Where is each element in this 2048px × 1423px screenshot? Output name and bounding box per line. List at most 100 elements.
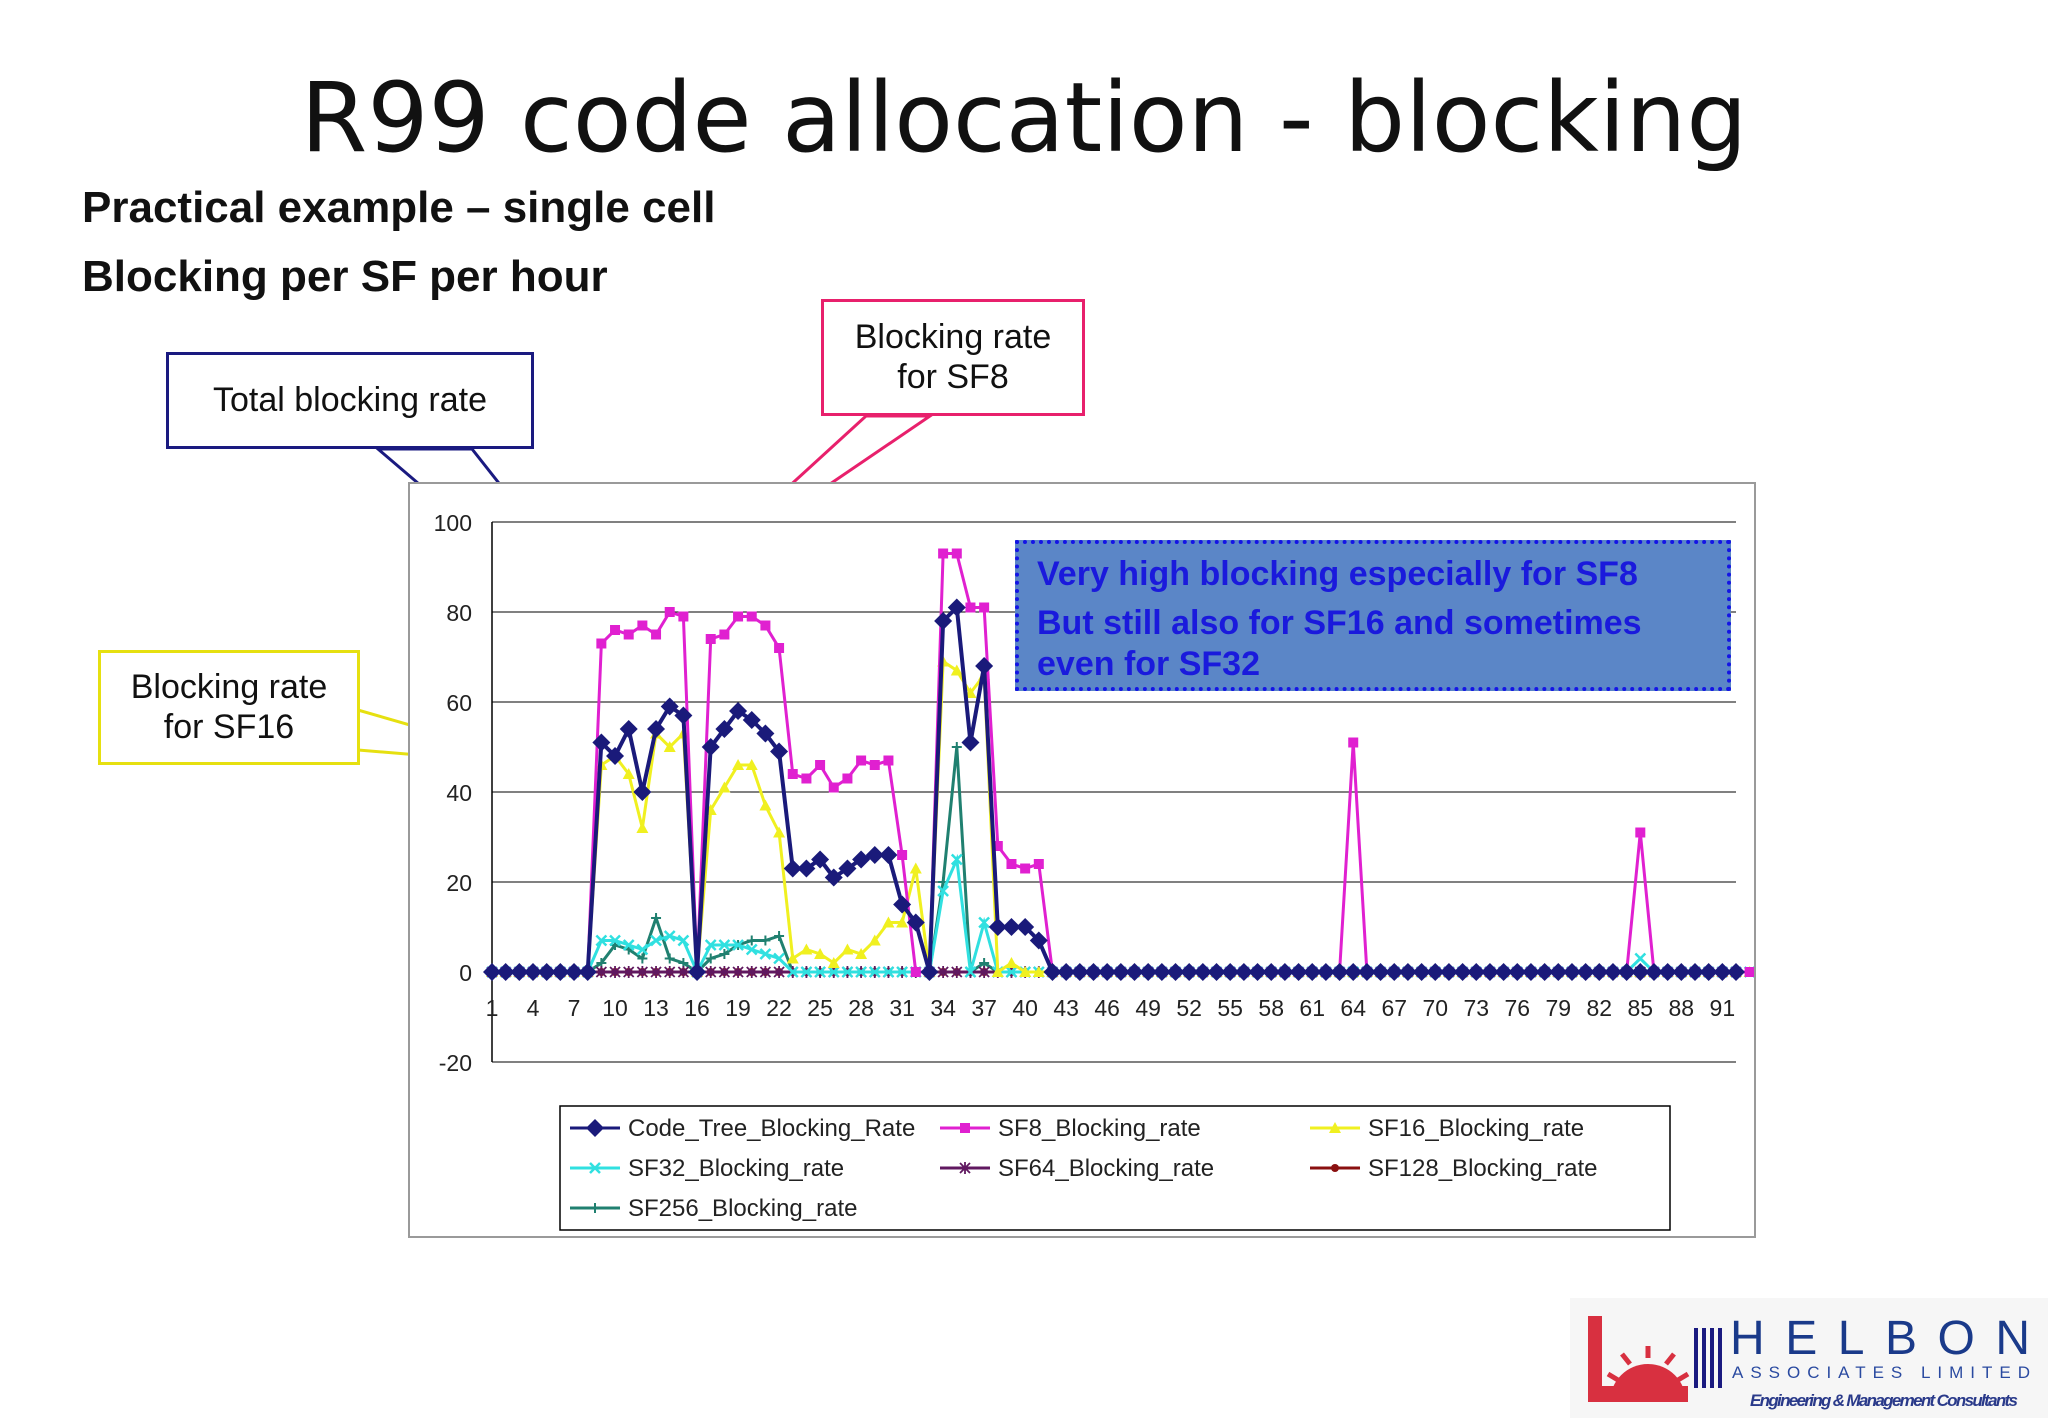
data-point <box>800 966 813 978</box>
x-tick-label: 79 <box>1545 995 1571 1021</box>
data-point <box>1098 963 1117 981</box>
data-point <box>1576 963 1595 981</box>
legend-label: SF8_Blocking_rate <box>998 1115 1201 1142</box>
data-point <box>650 966 662 978</box>
data-point <box>537 963 556 981</box>
data-point <box>868 934 881 946</box>
data-point <box>719 629 730 640</box>
data-point <box>1180 963 1199 981</box>
helbon-logo-graphic: HELBON ASSOCIATES LIMITED Engineering & … <box>1588 1312 2030 1410</box>
data-point <box>1166 963 1185 981</box>
data-point <box>745 943 758 956</box>
x-tick-label: 25 <box>807 995 833 1021</box>
data-point <box>623 966 635 978</box>
legend-label: SF256_Blocking_rate <box>628 1195 857 1222</box>
note-line-1: Very high blocking especially for SF8 <box>1037 555 1638 593</box>
data-point <box>622 939 635 951</box>
data-point <box>897 850 908 860</box>
data-point <box>896 916 909 928</box>
x-tick-label: 19 <box>725 995 751 1021</box>
x-tick-label: 58 <box>1258 995 1284 1021</box>
data-point <box>1125 963 1144 981</box>
data-point <box>590 1203 600 1213</box>
data-point <box>827 966 840 978</box>
data-point <box>701 738 720 756</box>
total-blocking-callout: Total blocking rate <box>166 352 534 449</box>
legend-label: SF32_Blocking_rate <box>628 1155 844 1182</box>
x-tick-label: 82 <box>1586 995 1612 1021</box>
data-point <box>1348 737 1359 748</box>
x-tick-label: 76 <box>1504 995 1530 1021</box>
data-point <box>677 934 690 947</box>
data-point <box>595 934 608 947</box>
y-tick-label: 60 <box>446 690 472 716</box>
series-line <box>492 853 1750 976</box>
data-point <box>637 620 648 631</box>
data-point <box>950 853 963 866</box>
data-point <box>1385 963 1404 981</box>
data-point <box>938 548 949 559</box>
data-point <box>1029 931 1048 950</box>
data-point <box>1006 859 1017 869</box>
data-point <box>964 966 977 978</box>
data-point <box>609 966 621 978</box>
data-point <box>619 720 638 738</box>
data-point <box>828 782 839 793</box>
note-line-3: even for SF32 <box>1037 644 1260 683</box>
data-point <box>978 916 991 929</box>
data-point <box>1070 963 1089 981</box>
data-point <box>882 916 895 928</box>
data-point <box>664 966 676 978</box>
data-point <box>1005 966 1018 978</box>
data-point <box>633 783 652 801</box>
legend-label: SF64_Blocking_rate <box>998 1155 1214 1182</box>
data-point <box>1275 963 1294 981</box>
data-point <box>660 697 679 716</box>
sf16-callout-line1: Blocking rate <box>130 668 328 707</box>
data-point <box>1672 963 1691 981</box>
data-point <box>647 720 666 738</box>
data-point <box>677 966 690 978</box>
data-point <box>906 913 925 932</box>
data-point <box>1634 952 1647 965</box>
data-point <box>1262 963 1281 981</box>
data-point <box>868 966 881 978</box>
data-point <box>1412 963 1431 981</box>
data-point <box>1303 963 1322 981</box>
data-point <box>705 966 717 978</box>
data-point <box>1562 963 1581 981</box>
data-point <box>586 1119 604 1137</box>
data-point <box>746 611 757 622</box>
total-blocking-callout-text: Total blocking rate <box>212 380 488 419</box>
data-point <box>1685 963 1704 981</box>
data-point <box>1617 963 1636 981</box>
data-point <box>786 952 799 964</box>
x-tick-label: 28 <box>848 995 874 1021</box>
data-point <box>841 943 854 955</box>
data-point <box>1508 963 1527 981</box>
data-point <box>1744 967 1755 977</box>
y-tick-label: 40 <box>446 780 472 806</box>
data-point <box>855 948 868 959</box>
data-point <box>950 664 963 676</box>
data-point <box>719 949 730 959</box>
data-point <box>1043 963 1062 981</box>
logo-line3: Engineering & Management Consultants <box>1750 1391 2018 1410</box>
data-point <box>705 953 716 964</box>
data-point <box>937 885 950 897</box>
data-point <box>920 963 939 981</box>
data-point <box>596 638 607 649</box>
data-point <box>975 657 994 675</box>
data-point <box>578 963 597 981</box>
data-point <box>937 966 949 978</box>
data-point <box>801 773 812 784</box>
data-point <box>595 966 607 978</box>
data-point <box>842 773 853 784</box>
data-point <box>951 548 962 559</box>
data-point <box>1467 963 1486 981</box>
data-point <box>1016 918 1035 936</box>
data-point <box>961 733 980 752</box>
data-point <box>688 963 707 981</box>
data-point <box>1002 918 1021 936</box>
data-point <box>1635 827 1646 838</box>
